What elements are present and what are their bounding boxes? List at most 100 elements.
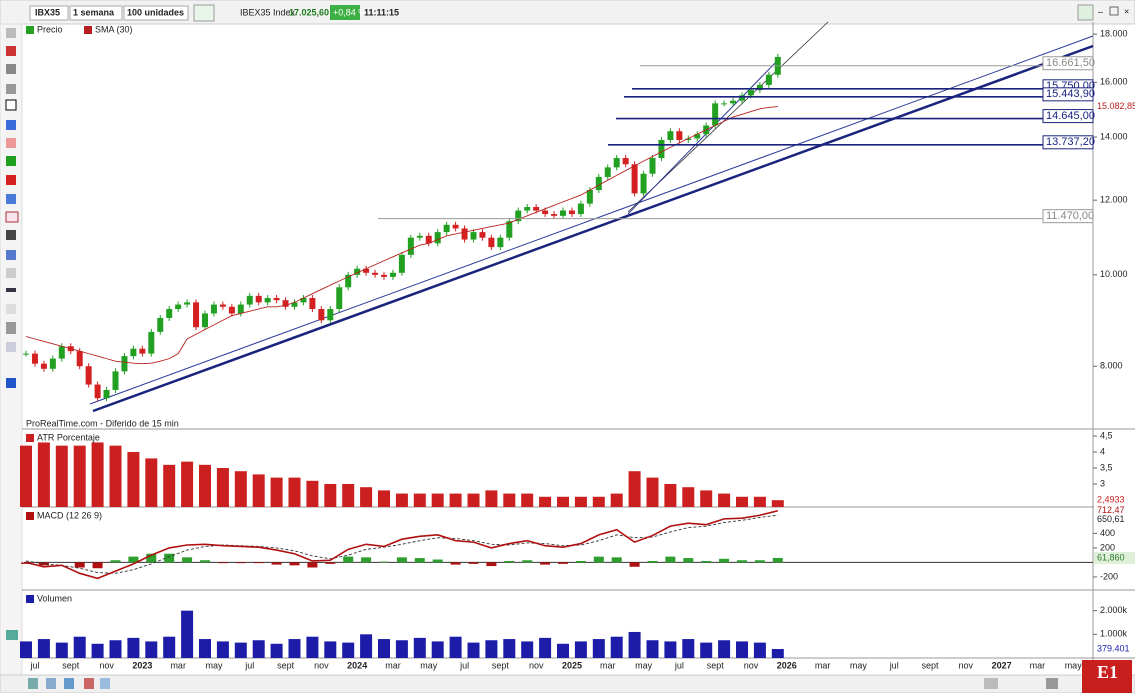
candle [202,313,208,328]
bottom-tool[interactable] [984,678,998,689]
histogram-bar [128,556,139,563]
level-label-box [1042,135,1094,150]
last-value-box [1094,494,1135,507]
bar [664,641,677,658]
candle [112,371,119,390]
tool-alert[interactable] [6,630,18,640]
x-tick-label: jul [459,660,469,670]
candle [130,348,137,357]
bottom-tool[interactable] [100,678,110,689]
tool-copy[interactable] [6,304,16,314]
maximize[interactable] [1109,6,1119,16]
tool-hline[interactable] [6,288,16,292]
units-box[interactable] [123,5,189,21]
histogram-bar [271,562,282,565]
bar [378,490,390,507]
bottom-tool[interactable] [28,678,38,689]
minimize[interactable]: – [1098,6,1103,16]
histogram-bar [432,559,443,563]
toolbar-bg [0,0,1135,25]
tool-rect[interactable] [6,120,16,130]
candle [184,302,191,305]
tool-view[interactable] [6,84,16,94]
histogram-bar [307,562,318,568]
bar [574,496,587,507]
tool-segment[interactable] [6,250,16,260]
bar [181,610,194,658]
tool-fib[interactable] [6,194,16,204]
x-tick-label: 2027 [992,660,1012,670]
bar [73,636,86,658]
histogram-bar [146,553,157,563]
bar [771,500,784,507]
level-label-box [1042,109,1094,124]
bar [342,483,355,507]
x-tick-label: mar [170,660,186,670]
bar [628,631,641,658]
histogram-bar [92,562,103,569]
bar [431,641,444,658]
tool-zoom[interactable] [6,64,16,74]
units[interactable]: 100 unidades [127,7,184,17]
candle [291,302,298,307]
bar [753,642,766,658]
legend-label: Volumen [37,593,72,603]
bottom-tool[interactable] [84,678,94,689]
tool-cursor[interactable] [6,28,16,38]
bar [771,649,784,658]
candle [730,100,737,104]
close[interactable]: × [1124,6,1129,16]
tool-ellipse[interactable] [6,138,16,148]
bar [682,487,695,507]
x-tick-label: sept [277,660,295,670]
bar [592,496,605,507]
histogram-bar [737,560,747,563]
candle [372,272,379,275]
tool-magnet[interactable] [6,46,16,56]
tool-down-arrow[interactable] [6,175,16,185]
tool-up-arrow[interactable] [6,156,16,166]
period-box[interactable] [69,5,123,21]
bar [592,639,605,658]
tool-ruler[interactable] [6,342,16,352]
candle [76,351,83,367]
bar [574,641,587,658]
bottom-tool[interactable] [64,678,74,689]
source-note: ProRealTime.com - Diferido de 15 min [26,418,179,428]
histogram-bar [182,557,193,563]
symbol[interactable]: IBX35 [35,7,60,17]
x-tick-label: jul [889,660,899,670]
tool-text[interactable] [5,99,17,111]
chart-type-button[interactable] [193,4,215,22]
legend-label: Precio [37,24,63,34]
bar [20,641,32,658]
histogram-bar [665,556,676,563]
symbol-box[interactable] [29,5,69,21]
tool-channel[interactable] [6,268,16,278]
period[interactable]: 1 semana [73,7,115,17]
candle [282,300,289,307]
x-tick-label: nov [529,660,544,670]
tool-trendline[interactable] [6,230,16,240]
tool-percent[interactable] [5,211,19,223]
x-tick-label: 2024 [347,660,367,670]
y-tick-label: 8.000 [1100,361,1123,371]
tool-arrow[interactable] [6,378,16,388]
candle [568,210,575,215]
bar [109,640,122,658]
x-tick-label: sept [492,660,510,670]
candle [551,214,558,216]
bar [127,637,140,658]
histogram-bar [486,562,497,567]
x-tick-label: nov [99,660,114,670]
last-value-label: 712,47 [1097,505,1125,515]
candle [685,138,692,140]
tool-delete[interactable] [6,322,16,334]
y-tick-label: 12.000 [1100,195,1128,205]
bottom-tool[interactable] [1046,678,1058,689]
candle [613,158,620,168]
bottom-tool[interactable] [46,678,56,689]
refresh-button[interactable] [1077,4,1094,21]
bar [610,493,623,507]
